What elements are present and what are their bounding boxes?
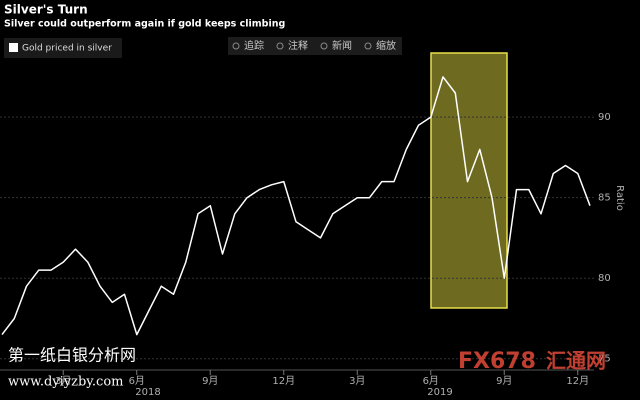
watermark: FX678 bbox=[458, 349, 536, 374]
watermark: 汇通网 bbox=[546, 349, 606, 373]
toolbar-icon bbox=[232, 42, 240, 50]
chart-title: Silver's Turn bbox=[4, 3, 88, 17]
chart-subtitle: Silver could outperform again if gold ke… bbox=[4, 19, 285, 30]
x-tick-label: 9月 bbox=[496, 375, 512, 387]
watermark: 第一纸白银分析网 bbox=[8, 346, 136, 365]
toolbar-icon bbox=[276, 42, 284, 50]
y-tick-label: 90 bbox=[598, 112, 611, 123]
x-tick-label: 6月 bbox=[423, 375, 439, 387]
toolbar-button: 追踪 bbox=[244, 39, 264, 52]
toolbar-button: 缩放 bbox=[376, 39, 396, 52]
y-tick-label: 75 bbox=[598, 354, 611, 365]
toolbar-button: 注释 bbox=[288, 39, 308, 52]
highlight-box bbox=[430, 52, 508, 309]
data-line bbox=[1, 76, 591, 336]
y-tick-label: 80 bbox=[598, 273, 611, 284]
legend-box bbox=[4, 38, 122, 58]
y-axis-label: Ratio bbox=[614, 185, 625, 211]
legend-swatch bbox=[9, 43, 18, 52]
x-tick-label: 6月 bbox=[129, 375, 145, 387]
year-label: 2019 bbox=[427, 387, 452, 398]
y-tick-label: 85 bbox=[598, 193, 611, 204]
toolbar: 追踪 注释 新闻 缩放 bbox=[228, 37, 402, 55]
x-tick-label: 3月 bbox=[55, 375, 71, 387]
toolbar-icon bbox=[320, 42, 328, 50]
watermark: www.dyiyzby.com bbox=[8, 375, 124, 390]
toolbar-icon bbox=[364, 42, 372, 50]
toolbar-button: 新闻 bbox=[332, 39, 352, 52]
plot: 75 80 85 90 3月 6月 9月 12月 3月 6月 9月 12月 bbox=[0, 76, 611, 387]
x-tick-label: 12月 bbox=[272, 375, 295, 387]
x-tick-label: 12月 bbox=[566, 375, 589, 387]
legend-label: Gold priced in silver bbox=[22, 44, 112, 54]
x-tick-label: 9月 bbox=[202, 375, 218, 387]
toolbar-bg bbox=[228, 37, 402, 55]
x-tick-label: 3月 bbox=[349, 375, 365, 387]
year-label: 2018 bbox=[135, 387, 160, 398]
